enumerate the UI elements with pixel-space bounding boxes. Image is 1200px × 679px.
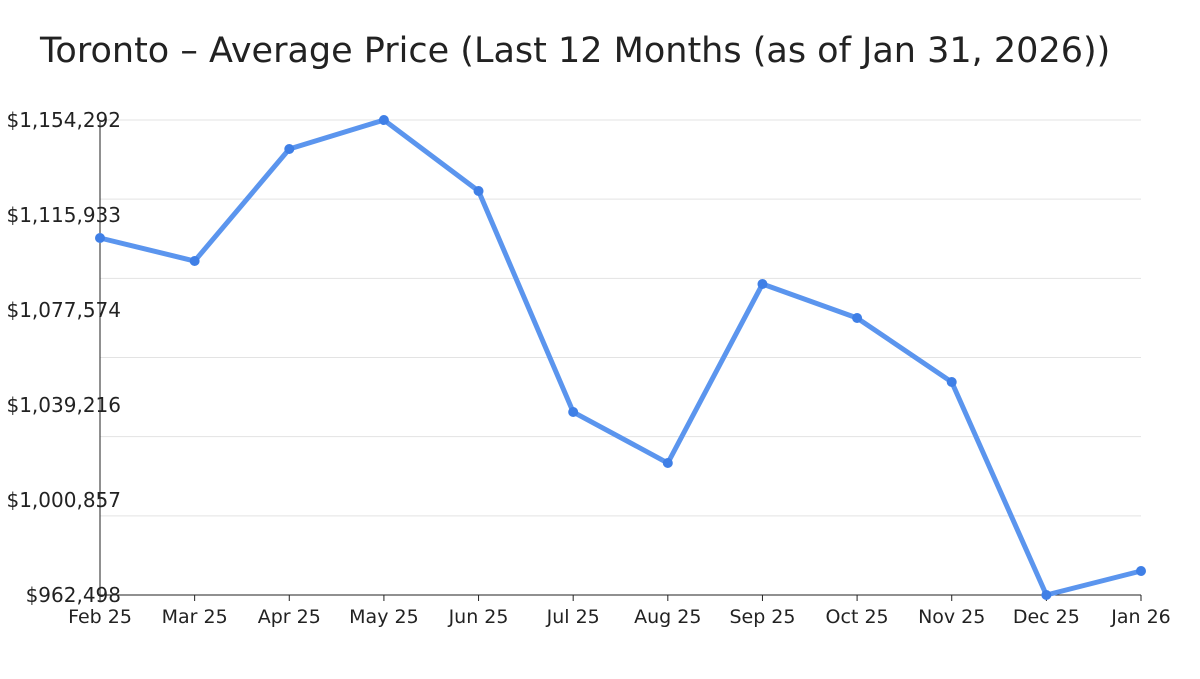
data-point bbox=[473, 186, 484, 197]
data-point bbox=[189, 256, 200, 267]
data-point bbox=[378, 115, 389, 125]
data-point bbox=[662, 458, 673, 469]
x-tick-label: May 25 bbox=[349, 606, 419, 628]
y-axis-labels: $962,498$1,000,857$1,039,216$1,077,574$1… bbox=[6, 108, 121, 607]
data-point bbox=[852, 313, 863, 324]
y-tick-label: $1,000,857 bbox=[6, 488, 121, 512]
x-tick-label: Sep 25 bbox=[729, 606, 795, 628]
chart-title: Toronto – Average Price (Last 12 Months … bbox=[39, 31, 1110, 71]
data-point bbox=[284, 144, 295, 155]
data-point bbox=[568, 407, 579, 418]
data-point bbox=[1136, 565, 1146, 576]
x-axis-labels: Feb 25 Mar 25 Apr 25 May 25 Jun 25 Jul 25 Aug … bbox=[68, 595, 1171, 628]
data-point bbox=[95, 233, 105, 244]
x-tick-label: Feb 25 bbox=[68, 606, 132, 628]
x-tick-label: Aug 25 bbox=[634, 606, 701, 628]
series-path bbox=[99, 117, 1142, 598]
x-tick-label: Oct 25 bbox=[826, 606, 889, 628]
x-tick-label: Jun 25 bbox=[448, 606, 509, 628]
y-tick-label: $1,077,574 bbox=[6, 298, 121, 322]
x-tick-label: Mar 25 bbox=[162, 606, 228, 628]
x-tick-label: Apr 25 bbox=[258, 606, 321, 628]
x-tick-label: Nov 25 bbox=[918, 606, 985, 628]
y-tick-label: $1,154,292 bbox=[6, 108, 121, 132]
series-line bbox=[95, 115, 1146, 600]
x-tick-label: Jan 26 bbox=[1110, 606, 1171, 628]
x-tick-label: Dec 25 bbox=[1013, 606, 1080, 628]
y-tick-label: $1,039,216 bbox=[6, 393, 121, 417]
data-point bbox=[946, 377, 957, 388]
y-tick-label: $1,115,933 bbox=[6, 203, 121, 227]
data-point bbox=[757, 279, 768, 290]
data-point bbox=[1041, 590, 1052, 600]
x-tick-label: Jul 25 bbox=[546, 606, 600, 628]
